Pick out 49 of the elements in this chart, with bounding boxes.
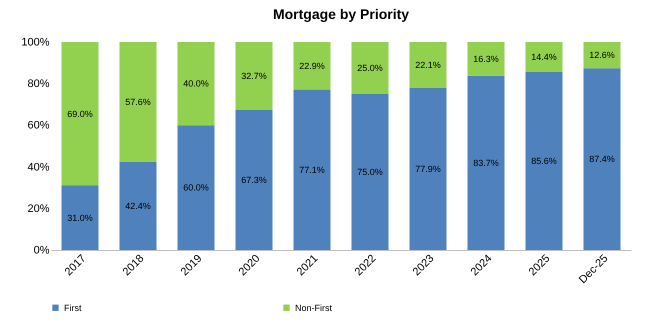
bar — [62, 42, 98, 186]
data-label: 14.4% — [531, 52, 557, 62]
bar — [62, 186, 98, 250]
bar — [178, 125, 214, 250]
data-label: 77.1% — [299, 164, 325, 175]
data-label: 83.7% — [473, 158, 499, 168]
legend-label: Non-First — [295, 302, 332, 313]
data-label: 25.0% — [357, 63, 383, 73]
data-label: 69.0% — [67, 108, 93, 119]
data-label: 42.4% — [125, 200, 151, 211]
data-label: 40.0% — [183, 78, 209, 89]
bar — [468, 76, 504, 250]
data-label: 85.6% — [531, 156, 557, 166]
bar — [294, 90, 330, 250]
bar — [526, 72, 562, 250]
y-tick-label: 100% — [21, 36, 50, 48]
bar — [236, 110, 272, 250]
bar — [178, 42, 214, 126]
bar — [526, 42, 562, 72]
bar — [352, 94, 388, 250]
data-label: 67.3% — [241, 175, 267, 186]
data-label: 60.0% — [183, 182, 209, 193]
bar — [410, 88, 446, 250]
bar — [468, 42, 504, 76]
data-label: 22.1% — [415, 60, 441, 70]
data-label: 12.6% — [589, 50, 615, 60]
data-label: 16.3% — [473, 54, 499, 64]
data-label: 31.0% — [67, 212, 93, 223]
y-tick-label: 0% — [34, 244, 50, 256]
y-tick-label: 20% — [27, 202, 50, 215]
data-label: 75.0% — [357, 167, 383, 177]
legend-label: First — [64, 302, 82, 313]
bar — [120, 162, 156, 250]
data-label: 87.4% — [589, 154, 615, 164]
bar — [410, 42, 446, 88]
data-label: 32.7% — [241, 71, 267, 82]
bar — [352, 42, 388, 94]
bar — [584, 42, 620, 68]
y-tick-label: 80% — [27, 78, 50, 90]
bar — [120, 42, 156, 162]
data-label: 77.9% — [415, 164, 441, 174]
data-label: 57.6% — [125, 96, 151, 107]
y-tick-label: 40% — [27, 161, 50, 174]
bar — [584, 68, 620, 250]
bar — [294, 42, 330, 90]
data-label: 22.9% — [299, 60, 325, 71]
y-tick-label: 60% — [27, 120, 50, 132]
bar — [236, 42, 272, 110]
chart-title: Mortgage by Priority — [272, 6, 410, 22]
